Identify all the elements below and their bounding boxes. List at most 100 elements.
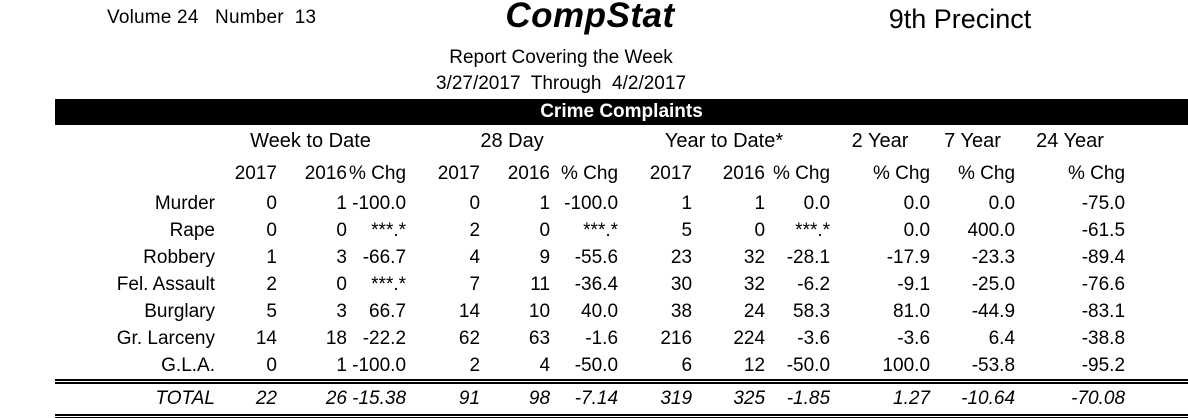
row-label: G.L.A. [161, 354, 215, 376]
column-header-row: 2017 2016 % Chg 2017 2016 % Chg 2017 201… [55, 158, 1188, 190]
spacer-cell [1125, 298, 1188, 325]
cell: 1 [754, 192, 766, 214]
table-header: Week to Date 28 Day Year to Date* 2 Year… [55, 125, 1188, 190]
cell: 0 [266, 219, 277, 241]
cell: 7 [469, 273, 481, 295]
cell: -55.6 [574, 246, 619, 268]
row-label: Fel. Assault [116, 273, 215, 295]
cell: -7.14 [550, 379, 619, 418]
cell: -10.64 [930, 379, 1016, 418]
crime-complaints-table: Week to Date 28 Day Year to Date* 2 Year… [55, 125, 1188, 418]
cell: ***.* [583, 219, 619, 241]
precinct-name: 9th Precinct [888, 4, 1032, 34]
cell: 30 [670, 273, 693, 295]
cell: 0 [754, 219, 766, 241]
cell: 0.0 [903, 192, 931, 214]
cell: 4 [469, 246, 481, 268]
cell: -28.1 [786, 246, 831, 268]
cell: -1.6 [585, 327, 619, 349]
table-row: Rape 0 0 ***.* 2 0 ***.* 5 0 ***.* 0.0 400.0 -61.5 [55, 217, 1188, 244]
column-header-pct-chg: % Chg [1068, 163, 1126, 184]
cell: -15.38 [347, 379, 407, 418]
cell: 40.0 [581, 300, 619, 322]
cell: 10 [528, 300, 551, 322]
cell: 5 [266, 300, 277, 322]
column-header-2017: 2017 [437, 163, 481, 184]
cell: -38.8 [1081, 327, 1126, 349]
row-label: Gr. Larceny [116, 327, 215, 349]
column-header-pct-chg: % Chg [873, 163, 931, 184]
total-row: TOTAL 22 26 -15.38 91 98 -7.14 319 325 -1.85 1.27-… [55, 379, 1188, 418]
cell: -95.2 [1081, 354, 1126, 376]
cell: 62 [458, 327, 481, 349]
spacer-cell [1125, 190, 1188, 217]
cell: 98 [480, 379, 551, 418]
cell: 0 [336, 219, 347, 241]
cell: -89.4 [1081, 246, 1126, 268]
cell: 24 [743, 300, 766, 322]
cell: 1 [336, 354, 347, 376]
table-foot: TOTAL 22 26 -15.38 91 98 -7.14 319 325 -1.85 1.27-… [55, 379, 1188, 418]
cell: 26 [277, 379, 347, 418]
cell: -75.0 [1081, 192, 1126, 214]
table-row: Gr. Larceny 14 18 -22.2 62 63 -1.6 216 224 -3.6 -3… [55, 325, 1188, 352]
cell: 14 [255, 327, 277, 349]
cell: 12 [743, 354, 766, 376]
cell: 100.0 [882, 354, 931, 376]
cell: 400.0 [967, 219, 1016, 241]
spacer-cell [1125, 217, 1188, 244]
cell: -100.0 [564, 192, 619, 214]
row-label: Robbery [143, 246, 215, 268]
spacer-cell [1125, 325, 1188, 352]
cell: 0 [336, 273, 347, 295]
cell: 22 [215, 379, 277, 418]
cell: 0.0 [903, 219, 931, 241]
group-header-24-year: 24 Year [1036, 130, 1104, 152]
row-label: Murder [154, 192, 215, 214]
column-header-2017: 2017 [234, 163, 277, 184]
cell: ***.* [795, 219, 831, 241]
cell: -66.7 [362, 246, 407, 268]
table-row: Murder 0 1 -100.0 0 1 -100.0 1 1 0.0 0.0 0.0 -75.0 [55, 190, 1188, 217]
group-header-spacer [55, 125, 215, 158]
spacer-cell [1125, 379, 1188, 418]
row-label: TOTAL [55, 379, 215, 418]
cell: 0 [266, 192, 277, 214]
column-header-pct-chg: % Chg [958, 163, 1016, 184]
column-header-pct-chg: % Chg [348, 163, 407, 184]
row-label: Rape [169, 219, 215, 241]
spacer-cell [1125, 244, 1188, 271]
table-row: Fel. Assault 2 0 ***.* 7 11 -36.4 30 32 -6.2 -9.1 -… [55, 271, 1188, 298]
cell: 1 [336, 192, 347, 214]
cell: -3.6 [897, 327, 931, 349]
cell: 63 [528, 327, 551, 349]
cell: 58.3 [793, 300, 831, 322]
cell: -6.2 [797, 273, 831, 295]
cell: -50.0 [574, 354, 619, 376]
cell: -25.0 [971, 273, 1016, 295]
cell: 6.4 [988, 327, 1016, 349]
column-header [55, 158, 215, 190]
cell: 6 [681, 354, 693, 376]
cell: 5 [681, 219, 693, 241]
cell: 2 [469, 354, 481, 376]
report-title: CompStat [505, 0, 675, 35]
cell: 11 [530, 273, 551, 295]
spacer-cell [1125, 271, 1188, 298]
cell: 1.27 [830, 379, 931, 418]
cell: 66.7 [369, 300, 407, 322]
group-header-year-to-date: Year to Date* [664, 130, 784, 152]
cell: 32 [743, 273, 766, 295]
report-subtitle: Report Covering the Week [449, 47, 673, 68]
cell: 4 [539, 354, 551, 376]
group-header-spacer [1125, 125, 1188, 158]
table-body: Murder 0 1 -100.0 0 1 -100.0 1 1 0.0 0.0 0.0 -75.0 Ra… [55, 190, 1188, 382]
cell: 2 [469, 219, 481, 241]
cell: 0 [266, 354, 277, 376]
cell: 2 [266, 273, 277, 295]
cell: 0.0 [988, 192, 1016, 214]
cell: 18 [325, 327, 347, 349]
cell: 1 [266, 246, 277, 268]
group-header-2-year: 2 Year [851, 130, 909, 152]
column-header-pct-chg: % Chg [560, 163, 619, 184]
